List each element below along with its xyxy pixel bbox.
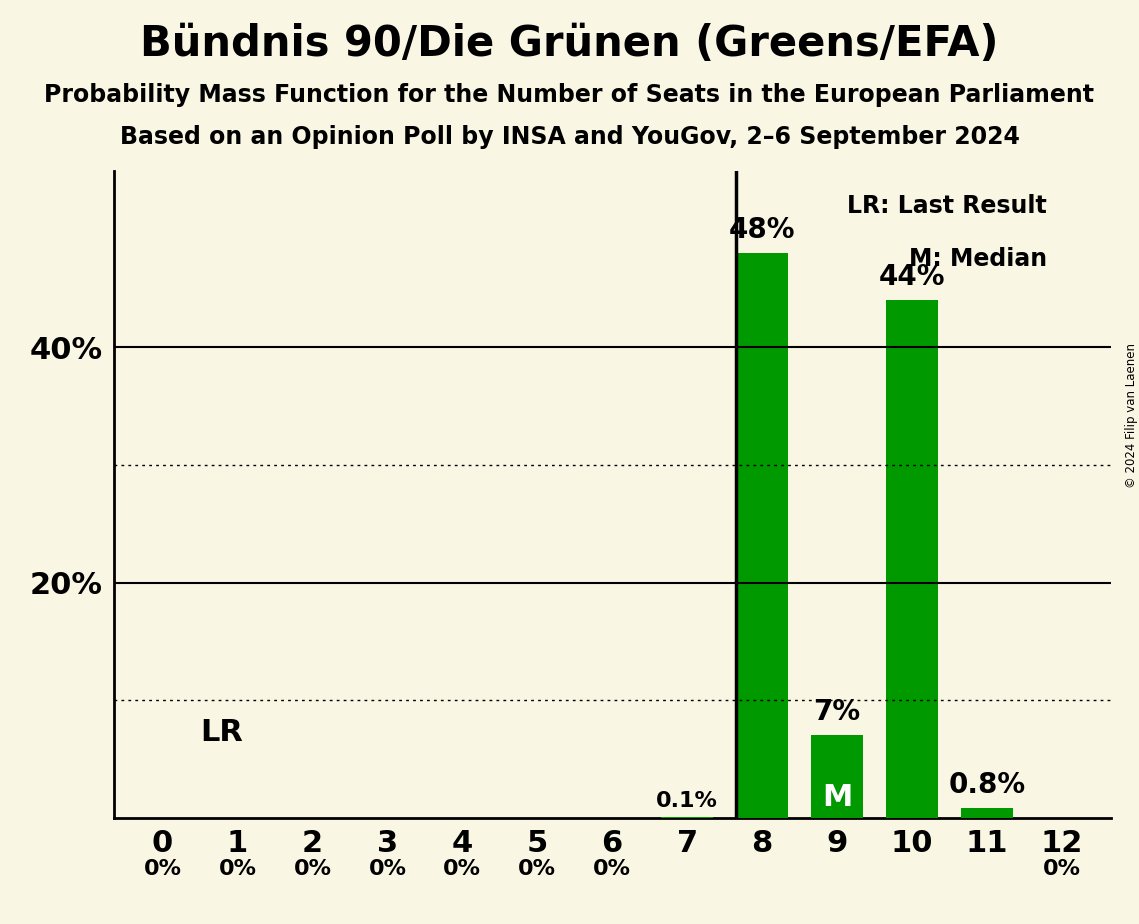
Text: LR: Last Result: LR: Last Result [847, 194, 1047, 218]
Text: 0%: 0% [518, 859, 556, 879]
Text: LR: LR [200, 718, 243, 747]
Text: © 2024 Filip van Laenen: © 2024 Filip van Laenen [1124, 344, 1138, 488]
Bar [736, 253, 788, 818]
Bar [811, 736, 863, 818]
Text: 0%: 0% [443, 859, 482, 879]
Text: 0%: 0% [144, 859, 181, 879]
Text: 0%: 0% [294, 859, 331, 879]
Text: 0%: 0% [219, 859, 256, 879]
Text: 7%: 7% [813, 698, 861, 726]
Text: Based on an Opinion Poll by INSA and YouGov, 2–6 September 2024: Based on an Opinion Poll by INSA and You… [120, 125, 1019, 149]
Text: 0%: 0% [1043, 859, 1081, 879]
Text: Bündnis 90/Die Grünen (Greens/EFA): Bündnis 90/Die Grünen (Greens/EFA) [140, 23, 999, 65]
Text: M: M [822, 783, 852, 812]
Text: 0.1%: 0.1% [656, 791, 718, 810]
Text: 0.8%: 0.8% [949, 771, 1025, 799]
Bar [886, 300, 939, 818]
Bar [960, 808, 1013, 818]
Text: Probability Mass Function for the Number of Seats in the European Parliament: Probability Mass Function for the Number… [44, 83, 1095, 107]
Text: 48%: 48% [729, 216, 795, 244]
Bar [661, 817, 713, 818]
Text: 44%: 44% [878, 263, 945, 291]
Text: 0%: 0% [593, 859, 631, 879]
Text: M: Median: M: Median [909, 248, 1047, 272]
Text: 0%: 0% [368, 859, 407, 879]
